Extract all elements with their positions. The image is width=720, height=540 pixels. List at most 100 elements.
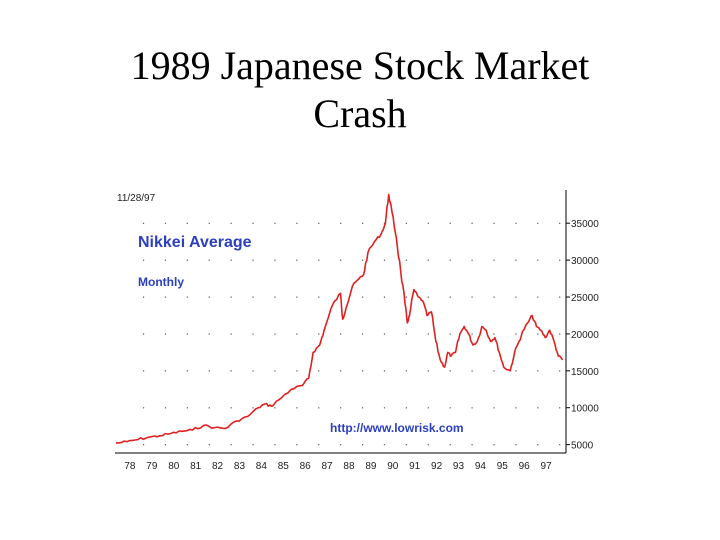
grid-dot <box>449 407 451 409</box>
grid-dot <box>186 296 188 298</box>
grid-dot <box>361 407 364 409</box>
grid-dot <box>296 259 298 261</box>
x-tick-label: 83 <box>234 461 246 472</box>
grid-dot <box>559 333 561 335</box>
y-tick-label: 25000 <box>571 293 599 304</box>
grid-dot <box>274 444 276 446</box>
x-tick-layer: 78 79 80 81 82 83 84 85 86 87 88 89 90 91 92 93 94 95 96 97 <box>124 461 552 472</box>
grid-dot <box>142 370 145 372</box>
grid-dot <box>383 444 386 446</box>
grid-dot <box>449 296 451 298</box>
grid-dot <box>296 407 298 409</box>
grid-dot <box>383 407 386 409</box>
grid-dot <box>449 333 451 335</box>
y-tick-label: 5000 <box>571 441 594 452</box>
grid-dot <box>515 296 517 298</box>
x-tick-label: 84 <box>256 461 268 472</box>
grid-dot <box>186 259 188 261</box>
grid-dot <box>427 333 429 335</box>
grid-dot <box>449 444 451 446</box>
grid-dot <box>405 259 407 261</box>
grid-dot <box>230 407 232 409</box>
grid-dot <box>208 370 210 372</box>
grid-dot <box>427 407 429 409</box>
grid-dot <box>318 407 320 409</box>
chart-svg: 78 79 80 81 82 83 84 85 86 87 88 89 90 91 92 93 94 95 96 97… <box>110 185 615 480</box>
grid-dot <box>515 259 517 261</box>
grid-layer <box>142 222 561 446</box>
grid-dot <box>252 444 254 446</box>
y-tick-label: 30000 <box>571 256 599 267</box>
grid-dot <box>559 444 561 446</box>
grid-dot <box>142 444 145 446</box>
grid-dot <box>427 296 429 298</box>
grid-dot <box>471 333 473 335</box>
slide-title-line-2: Crash <box>313 91 407 136</box>
grid-dot <box>405 370 407 372</box>
grid-dot <box>427 259 429 261</box>
grid-dot <box>427 444 429 446</box>
grid-dot <box>537 259 539 261</box>
grid-dot <box>142 296 145 298</box>
grid-dot <box>208 407 210 409</box>
grid-dot <box>383 296 386 298</box>
x-tick-label: 87 <box>322 461 334 472</box>
grid-dot <box>471 444 473 446</box>
grid-dot <box>405 444 407 446</box>
grid-dot <box>164 222 167 224</box>
grid-dot <box>164 333 167 335</box>
grid-dot <box>471 407 473 409</box>
grid-dot <box>230 444 232 446</box>
x-tick-label: 79 <box>146 461 158 472</box>
grid-dot <box>252 296 254 298</box>
grid-dot <box>252 407 254 409</box>
grid-dot <box>318 444 320 446</box>
grid-dot <box>559 259 561 261</box>
grid-dot <box>340 222 342 224</box>
grid-dot <box>274 370 276 372</box>
grid-dot <box>208 222 210 224</box>
x-tick-label: 86 <box>300 461 312 472</box>
grid-dot <box>274 407 276 409</box>
grid-dot <box>186 444 188 446</box>
grid-dot <box>164 444 167 446</box>
grid-dot <box>361 444 364 446</box>
grid-dot <box>208 444 210 446</box>
grid-dot <box>361 370 364 372</box>
y-tick-label: 10000 <box>571 404 599 415</box>
x-tick-label: 85 <box>278 461 290 472</box>
grid-dot <box>471 222 473 224</box>
grid-dot <box>515 370 517 372</box>
slide-title: 1989 Japanese Stock Market Crash <box>0 42 720 138</box>
grid-dot <box>559 407 561 409</box>
grid-dot <box>274 259 276 261</box>
grid-dot <box>559 222 561 224</box>
grid-dot <box>537 333 539 335</box>
grid-dot <box>537 222 539 224</box>
grid-dot <box>208 259 210 261</box>
grid-dot <box>493 259 495 261</box>
grid-dot <box>537 296 539 298</box>
y-tick-layer: 5000 10000 15000 20000 25000 30000 35000 <box>566 219 599 452</box>
grid-dot <box>252 333 254 335</box>
grid-dot <box>296 222 298 224</box>
chart-source-url: http://www.lowrisk.com <box>330 421 464 435</box>
grid-dot <box>493 333 495 335</box>
grid-dot <box>318 259 320 261</box>
grid-dot <box>515 407 517 409</box>
grid-dot <box>230 222 232 224</box>
grid-dot <box>230 333 232 335</box>
grid-dot <box>318 296 320 298</box>
grid-dot <box>383 259 386 261</box>
chart-background <box>110 185 615 480</box>
grid-dot <box>537 444 539 446</box>
grid-dot <box>559 296 561 298</box>
grid-dot <box>515 222 517 224</box>
grid-dot <box>164 259 167 261</box>
grid-dot <box>208 333 210 335</box>
grid-dot <box>405 407 407 409</box>
grid-dot <box>515 333 517 335</box>
grid-dot <box>427 370 429 372</box>
grid-dot <box>383 370 386 372</box>
grid-dot <box>493 296 495 298</box>
